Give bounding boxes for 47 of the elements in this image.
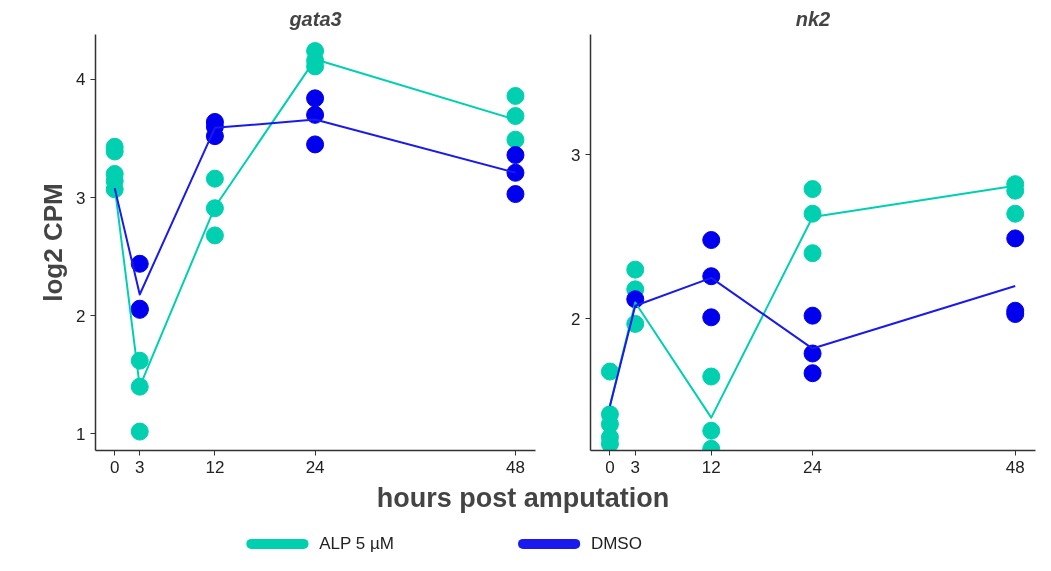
point — [506, 130, 525, 149]
point — [1006, 204, 1025, 223]
x-tick-label: 24 — [305, 457, 325, 477]
point — [803, 244, 822, 263]
point — [506, 163, 525, 182]
x-tick-label: 3 — [630, 457, 640, 477]
x-tick-label: 48 — [506, 457, 525, 477]
y-tick-label: 2 — [76, 306, 86, 326]
x-tick-label: 12 — [701, 457, 721, 477]
y-tick-label: 4 — [76, 70, 86, 90]
point — [306, 135, 325, 154]
point — [702, 231, 721, 250]
point — [600, 362, 619, 381]
legend-label: DMSO — [590, 534, 642, 554]
point — [702, 308, 721, 327]
point — [130, 254, 149, 273]
point — [803, 306, 822, 325]
chart-title: gata3 — [288, 7, 342, 30]
point — [205, 226, 224, 245]
point — [506, 86, 525, 105]
x-tick-label: 48 — [1005, 457, 1025, 477]
y-tick-label: 2 — [571, 309, 581, 329]
point — [702, 421, 721, 440]
point — [803, 204, 822, 223]
x-axis-title: hours post amputation — [376, 482, 670, 513]
point — [702, 367, 721, 386]
point — [803, 180, 822, 199]
y-tick-label: 1 — [76, 424, 86, 444]
point — [626, 260, 645, 279]
point — [306, 89, 325, 108]
point — [1006, 229, 1025, 248]
x-tick-label: 0 — [109, 457, 120, 477]
x-tick-label: 24 — [803, 457, 823, 477]
point — [506, 185, 525, 204]
y-axis-title: log2 CPM — [38, 183, 69, 302]
x-tick-label: 0 — [605, 457, 615, 477]
point — [130, 422, 149, 441]
point — [205, 169, 224, 188]
point — [803, 364, 822, 383]
x-tick-label: 12 — [205, 457, 225, 477]
y-tick-label: 3 — [76, 188, 86, 208]
point — [803, 344, 822, 363]
point — [506, 146, 525, 165]
legend-label: ALP 5 µM — [319, 534, 394, 554]
chart-title: nk2 — [795, 7, 831, 30]
point — [506, 107, 525, 126]
x-tick-label: 3 — [135, 457, 145, 477]
